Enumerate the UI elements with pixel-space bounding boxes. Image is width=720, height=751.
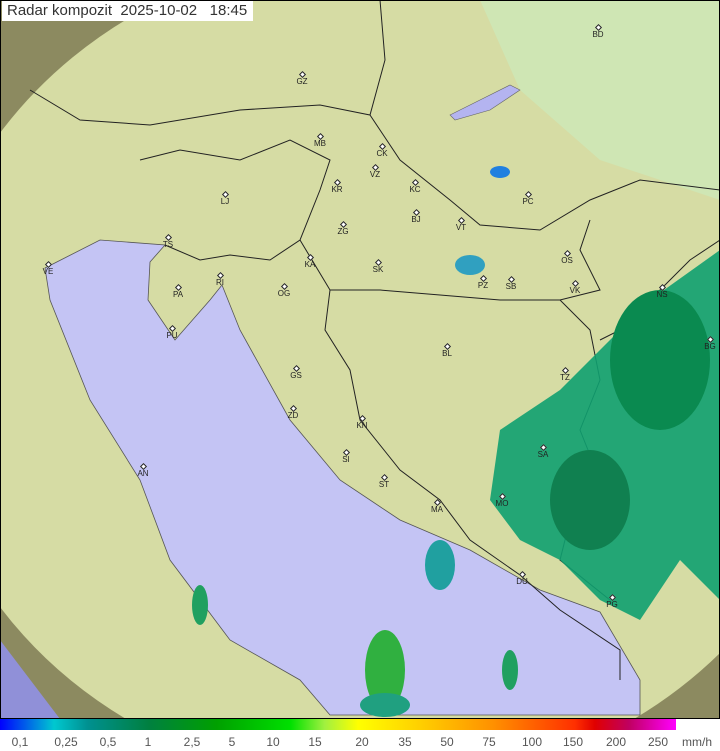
city-label: RI xyxy=(216,278,224,287)
city-label: MA xyxy=(431,505,443,514)
city-label: KN xyxy=(356,421,368,430)
city-label: BG xyxy=(704,342,716,351)
plain-region xyxy=(480,0,720,200)
city-label: GZ xyxy=(296,77,308,86)
city-label: PC xyxy=(522,197,534,206)
city-label: ST xyxy=(378,480,390,489)
city-label: TS xyxy=(162,240,174,249)
legend-tick: 1 xyxy=(144,735,152,749)
legend-tick: 10 xyxy=(266,735,280,749)
map-canvas xyxy=(0,0,720,719)
legend-tick: 2,5 xyxy=(183,735,201,749)
city-label: KA xyxy=(304,260,316,269)
city-label: GS xyxy=(290,371,302,380)
city-label: PU xyxy=(166,331,178,340)
city-label: AN xyxy=(137,469,149,478)
radar-echoes xyxy=(192,166,720,717)
city-label: PG xyxy=(606,600,618,609)
legend-tick: 15 xyxy=(308,735,322,749)
legend-tick: 0,25 xyxy=(54,735,78,749)
legend-tick: 150 xyxy=(562,735,584,749)
legend-color-bar xyxy=(0,719,676,730)
legend-tick: 0,5 xyxy=(99,735,117,749)
legend-tick: 200 xyxy=(605,735,627,749)
city-label: MO xyxy=(495,499,509,508)
city-label: LJ xyxy=(220,197,230,206)
city-label: SK xyxy=(372,265,384,274)
legend-unit: mm/h xyxy=(682,735,712,749)
city-label: OS xyxy=(561,256,573,265)
legend-tick: 20 xyxy=(355,735,369,749)
city-label: BL xyxy=(442,349,452,358)
city-label: ZG xyxy=(337,227,349,236)
city-label: DU xyxy=(516,577,528,586)
city-label: KC xyxy=(409,185,421,194)
legend-tick: 0,1 xyxy=(11,735,29,749)
legend-tick: 250 xyxy=(647,735,669,749)
city-label: KR xyxy=(331,185,343,194)
legend-tick: 5 xyxy=(228,735,236,749)
adriatic-sea xyxy=(44,239,641,716)
city-label: PA xyxy=(172,290,184,299)
lake-balaton xyxy=(449,84,521,121)
city-label: SI xyxy=(342,455,350,464)
map-title: Radar kompozit 2025-10-02 18:45 xyxy=(2,1,254,21)
legend-tick: 35 xyxy=(398,735,412,749)
legend-tick: 50 xyxy=(440,735,454,749)
city-label: NS xyxy=(656,290,668,299)
city-label: VT xyxy=(455,223,467,232)
city-label: VK xyxy=(569,286,581,295)
city-label: SB xyxy=(505,282,517,291)
city-label: VE xyxy=(42,267,54,276)
city-label: MB xyxy=(314,139,326,148)
city-label: ZD xyxy=(287,411,299,420)
city-label: CK xyxy=(376,149,388,158)
title-date: 2025-10-02 xyxy=(120,2,198,19)
city-label: BJ xyxy=(411,215,421,224)
city-label: TZ xyxy=(560,373,570,382)
legend-tick: 75 xyxy=(482,735,496,749)
city-label: VZ xyxy=(369,170,381,179)
city-label: SA xyxy=(537,450,549,459)
city-label: BD xyxy=(592,30,604,39)
legend-tick: 100 xyxy=(521,735,543,749)
city-label: PZ xyxy=(477,281,489,290)
tyrrhenian-sea xyxy=(0,640,60,719)
legend: 0,1 0,25 0,5 1 2,5 5 10 15 20 35 50 75 100 150 200 250 … xyxy=(0,719,720,751)
title-label: Radar kompozit xyxy=(7,2,113,19)
city-label: OG xyxy=(277,289,291,298)
title-time: 18:45 xyxy=(209,2,248,19)
